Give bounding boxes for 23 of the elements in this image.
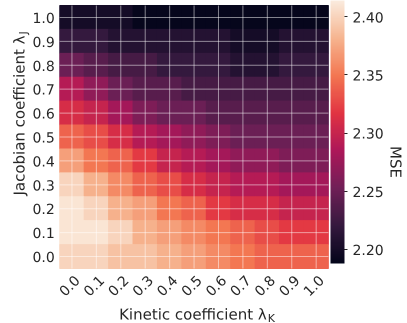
x-tick-label: 0.5 — [178, 272, 206, 300]
color-bar-label: 2.35 — [352, 68, 384, 84]
x-tick-label: 0.6 — [203, 272, 230, 300]
color-bar-label: 2.20 — [352, 243, 384, 260]
y-tick-label: 0.5 — [32, 130, 55, 146]
y-tick-label: 0.8 — [32, 58, 55, 75]
x-tick-label: 0.0 — [56, 272, 84, 300]
color-bar-label: 2.30 — [352, 126, 384, 143]
y-tick-label: 1.0 — [32, 10, 55, 27]
y-tick-label: 0.6 — [32, 106, 55, 123]
y-tick-label: 0.3 — [32, 178, 55, 194]
y-tick-label: 0.2 — [32, 202, 55, 218]
color-bar-label: 2.25 — [352, 184, 384, 201]
y-tick-label: 0.7 — [32, 82, 55, 99]
x-tick-label: 0.4 — [154, 272, 182, 300]
color-bar-title: MSE — [386, 146, 404, 178]
y-tick-label: 0.0 — [32, 250, 55, 266]
y-tick-label: 0.1 — [32, 226, 55, 242]
color-bar-label: 2.40 — [352, 10, 384, 26]
y-axis-title: Jacobian coefficient λJ — [10, 31, 30, 197]
y-tick-label: 0.9 — [32, 34, 55, 51]
x-tick-label: 1.0 — [300, 272, 328, 300]
y-tick-label: 0.4 — [32, 154, 55, 170]
